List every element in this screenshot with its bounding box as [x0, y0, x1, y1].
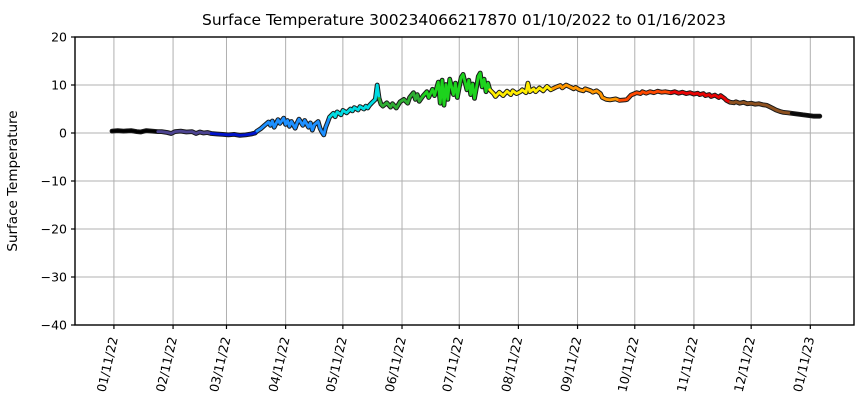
- x-tick-label: 10/11/22: [614, 335, 641, 393]
- x-tick-label: 08/11/22: [498, 335, 525, 393]
- x-tick-label: 01/11/22: [94, 335, 121, 393]
- temperature-line-segment: [421, 71, 492, 107]
- y-tick-label: −40: [41, 318, 67, 333]
- temperature-line-segment: [377, 91, 425, 110]
- x-tick-label: 12/11/22: [731, 335, 758, 393]
- y-axis-label: Surface Temperature: [5, 110, 21, 251]
- temperature-line-segment: [209, 129, 259, 137]
- x-tick-label: 02/11/22: [153, 335, 180, 393]
- temperature-line-segment: [255, 115, 331, 137]
- y-tick-label: −10: [41, 174, 67, 189]
- temperature-line-segment: [789, 111, 822, 118]
- y-tick-label: 20: [51, 30, 67, 45]
- y-tick-label: −30: [41, 270, 67, 285]
- temperature-line-segment: [110, 129, 160, 134]
- temperature-line-segment: [156, 129, 213, 135]
- x-tick-label: 11/11/22: [674, 335, 701, 393]
- temperature-line: [109, 70, 823, 138]
- x-tick-label: 06/11/22: [382, 335, 409, 393]
- x-tick-label: 04/11/22: [265, 335, 292, 393]
- x-tick-label: 01/11/23: [790, 335, 817, 393]
- temperature-line-segment: [728, 100, 793, 115]
- temperature-line-segment: [551, 83, 621, 102]
- x-tick-label: 05/11/22: [323, 335, 350, 393]
- x-tick-label: 03/11/22: [206, 335, 233, 393]
- plot-area-frame: [74, 36, 855, 326]
- temperature-line-segment: [618, 89, 673, 102]
- y-tick-label: 0: [59, 126, 67, 141]
- temperature-line-segment: [488, 81, 555, 98]
- y-tick-label: −20: [41, 222, 67, 237]
- temperature-line-segment: [669, 90, 732, 104]
- x-tick-label: 07/11/22: [439, 335, 466, 393]
- y-tick-label: 10: [51, 78, 67, 93]
- temperature-line-segment: [328, 83, 381, 119]
- axis-tick-labels: 01/11/22 02/11/22 03/11/22 04/11/22 05/11/22…: [41, 30, 818, 394]
- x-tick-label: 09/11/22: [557, 335, 584, 393]
- chart-title: Surface Temperature 300234066217870 01/1…: [202, 11, 726, 29]
